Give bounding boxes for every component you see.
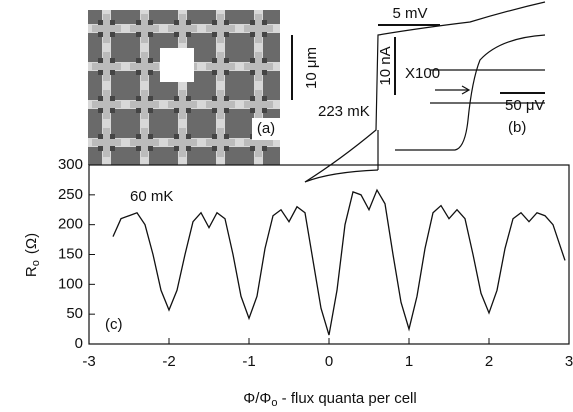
inset-b	[304, 1, 546, 183]
y-label-unit: (Ω)	[23, 233, 40, 254]
x-label-sub: o	[271, 397, 277, 409]
temperature: 223 mK	[318, 103, 370, 120]
x-tick-label: 1	[405, 353, 413, 370]
panel-label: (c)	[105, 316, 123, 333]
inset-label: (b)	[508, 119, 526, 136]
x-tick-label: 2	[485, 353, 493, 370]
x-tick-label: -3	[82, 353, 95, 370]
y-label-sub: o	[30, 260, 42, 266]
current-scale: 10 nA	[377, 46, 394, 85]
x-label-rest: - flux quanta per cell	[277, 390, 416, 407]
y-tick-label: 150	[58, 245, 83, 262]
y-axis-label: Ro (Ω)	[23, 233, 42, 277]
x-tick-label: 3	[565, 353, 573, 370]
scale-text: 10 μm	[303, 47, 320, 89]
x-label-main: Φ/Φ	[243, 390, 271, 407]
label-box	[252, 118, 280, 140]
arrow-head	[461, 85, 471, 95]
annotation: 60 mK	[130, 188, 173, 205]
defect	[160, 48, 194, 82]
y-tick-label: 0	[75, 335, 83, 352]
iv-curve	[304, 1, 546, 183]
x-tick-label: -2	[162, 353, 175, 370]
micrograph	[88, 10, 280, 165]
y-label-main: R	[23, 266, 40, 277]
fine-scale: 50 μV	[505, 97, 545, 114]
inset-a: (a) 10 μm	[88, 10, 320, 165]
y-tick-label: 200	[58, 216, 83, 233]
iv-curve-x100	[395, 34, 546, 151]
y-tick-label: 50	[66, 305, 83, 322]
y-tick-label: 100	[58, 275, 83, 292]
y-tick-label: 300	[58, 156, 83, 173]
inset-label: (a)	[257, 120, 275, 137]
y-tick-label: 250	[58, 186, 83, 203]
x-tick-label: -1	[242, 353, 255, 370]
iv-curve-lower	[304, 169, 379, 183]
magnification: X100	[405, 65, 440, 82]
data-line	[112, 188, 566, 336]
x-tick-label: 0	[325, 353, 333, 370]
voltage-scale: 5 mV	[392, 5, 427, 22]
x-axis-label: Φ/Φo - flux quanta per cell	[243, 390, 416, 409]
